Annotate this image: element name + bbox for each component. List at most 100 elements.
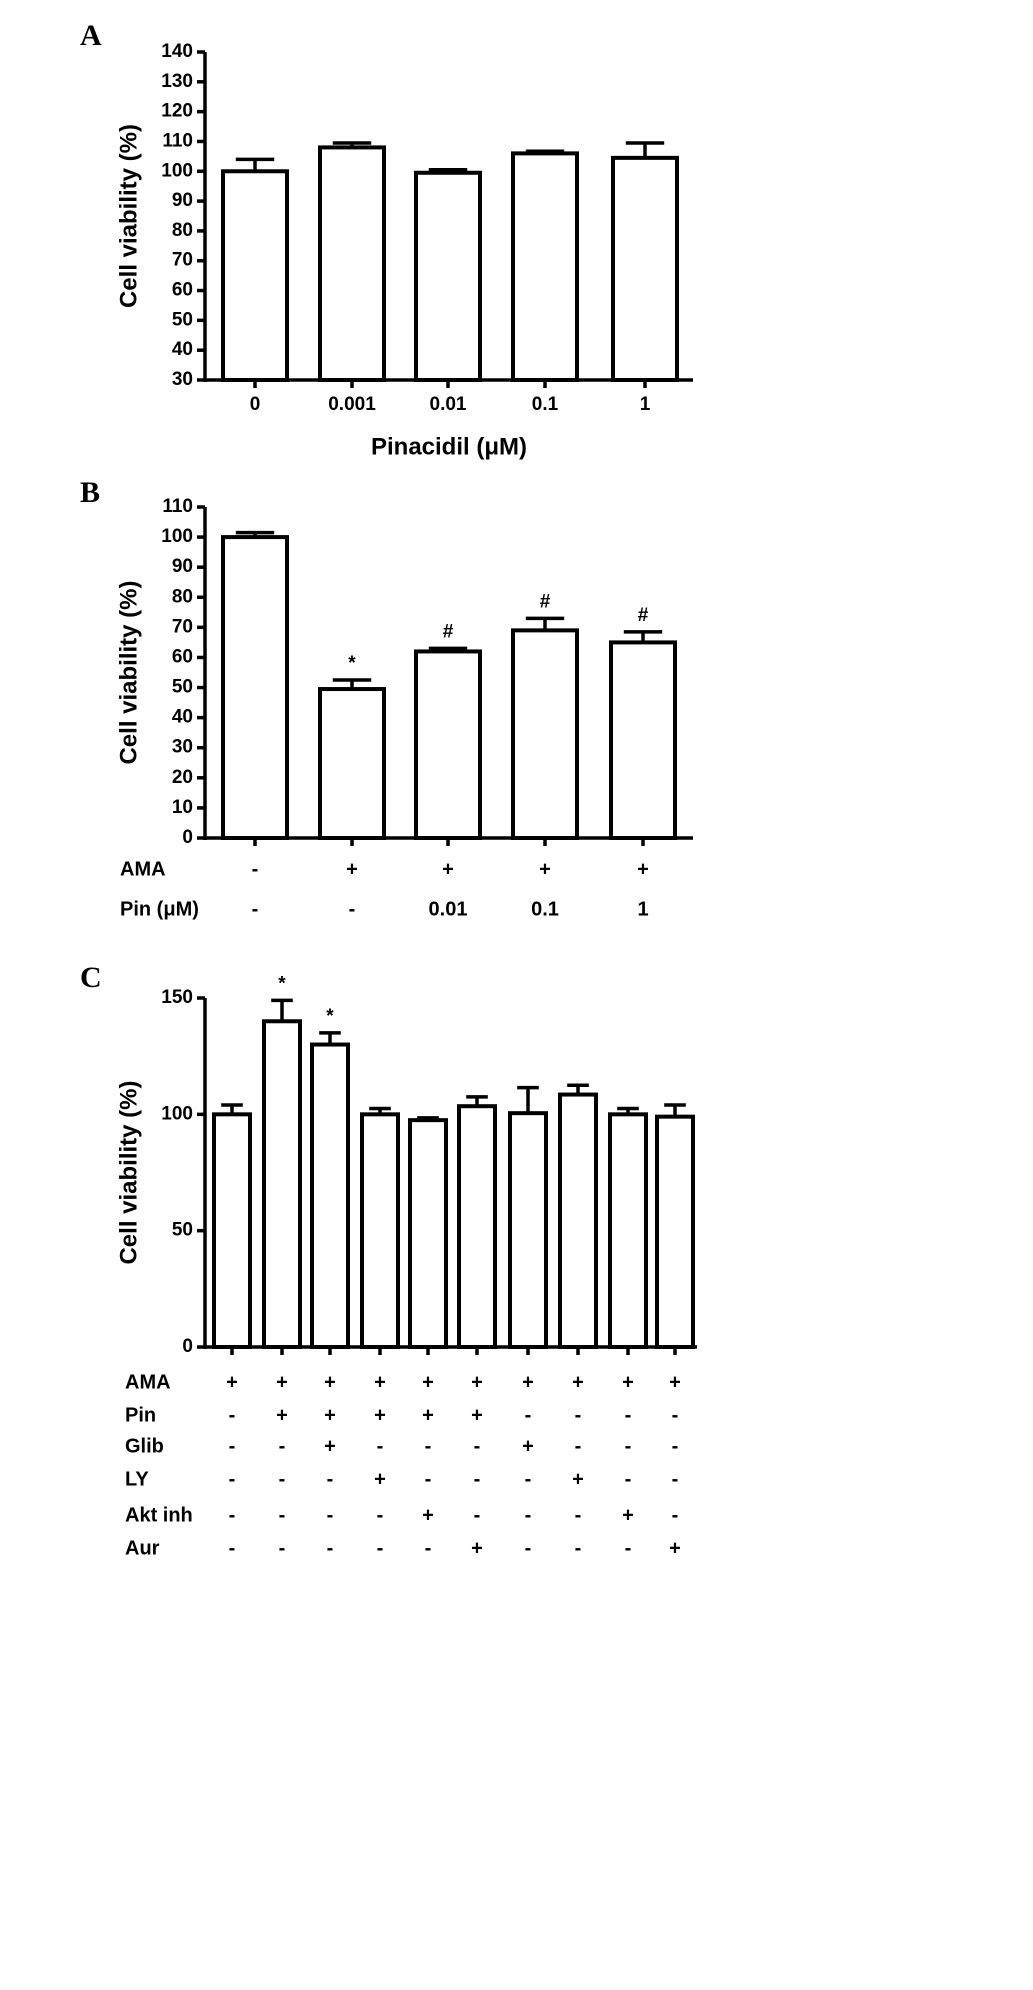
condition-value: - [229, 1468, 236, 1490]
condition-value: - [625, 1537, 632, 1559]
bar [457, 1104, 497, 1349]
condition-value: - [377, 1435, 384, 1457]
y-tick-label: 70 [172, 616, 193, 637]
condition-value: + [276, 1371, 288, 1393]
y-tick-label: 130 [161, 71, 193, 92]
condition-value: + [422, 1371, 434, 1393]
x-tick-label: 0 [250, 394, 261, 415]
y-tick-label: 110 [162, 496, 193, 517]
y-tick-label: 140 [161, 41, 193, 62]
condition-value: - [327, 1468, 334, 1490]
condition-value: - [425, 1468, 432, 1490]
condition-value: + [669, 1371, 681, 1393]
condition-value: - [252, 898, 259, 920]
condition-value: - [279, 1468, 286, 1490]
x-tick-label: 1 [640, 394, 651, 415]
condition-value: - [672, 1404, 679, 1426]
condition-value: + [471, 1537, 483, 1559]
bar [221, 169, 289, 382]
y-tick-label: 50 [172, 677, 193, 698]
annotation: * [278, 973, 286, 994]
condition-value: - [525, 1404, 532, 1426]
bar [408, 1118, 448, 1350]
y-tick-label: 50 [172, 309, 193, 330]
condition-value: - [349, 898, 356, 920]
condition-value: + [324, 1435, 336, 1457]
condition-value: + [669, 1537, 681, 1559]
y-tick-label: 70 [172, 250, 193, 271]
condition-value: 0.1 [531, 898, 559, 920]
panel-label: B [80, 476, 100, 509]
condition-value: + [374, 1468, 386, 1490]
condition-value: 1 [637, 898, 648, 920]
bar [655, 1114, 695, 1350]
y-tick-label: 50 [172, 1220, 193, 1241]
y-tick-label: 110 [162, 130, 193, 151]
condition-value: + [226, 1371, 238, 1393]
y-tick-label: 20 [172, 767, 193, 788]
y-tick-label: 10 [172, 797, 193, 818]
bar [318, 687, 386, 840]
condition-value: - [229, 1404, 236, 1426]
condition-label: AMA [125, 1371, 171, 1393]
condition-value: + [522, 1371, 534, 1393]
y-tick-label: 80 [172, 220, 193, 241]
condition-value: - [672, 1504, 679, 1526]
annotation: * [326, 1006, 334, 1027]
condition-value: - [525, 1468, 532, 1490]
condition-value: - [525, 1537, 532, 1559]
condition-value: - [229, 1435, 236, 1457]
condition-value: - [327, 1504, 334, 1526]
y-tick-label: 30 [172, 737, 193, 758]
bar [608, 1112, 648, 1350]
y-tick-label: 30 [172, 369, 193, 390]
condition-value: - [279, 1435, 286, 1457]
condition-label: Glib [125, 1435, 164, 1457]
bar [212, 1112, 252, 1350]
condition-label: Akt inh [125, 1504, 193, 1526]
condition-value: + [622, 1504, 634, 1526]
bar [310, 1042, 350, 1349]
condition-value: - [327, 1537, 334, 1559]
condition-value: + [622, 1371, 634, 1393]
y-tick-label: 120 [161, 101, 193, 122]
condition-value: - [377, 1537, 384, 1559]
condition-value: + [324, 1404, 336, 1426]
y-tick-label: 60 [172, 280, 193, 301]
y-tick-label: 100 [161, 526, 193, 547]
condition-value: + [471, 1404, 483, 1426]
bar [414, 649, 482, 840]
annotation: # [638, 605, 649, 626]
condition-value: - [625, 1468, 632, 1490]
condition-label: LY [125, 1468, 149, 1490]
y-tick-label: 40 [172, 707, 193, 728]
bar [511, 151, 579, 382]
y-tick-label: 0 [182, 1336, 193, 1357]
panel-label: A [80, 19, 102, 52]
x-tick-label: 0.01 [430, 394, 467, 415]
bar [318, 145, 386, 382]
condition-label: Aur [125, 1537, 160, 1559]
bar [262, 1019, 302, 1349]
condition-value: + [324, 1371, 336, 1393]
condition-value: - [575, 1404, 582, 1426]
condition-value: - [625, 1435, 632, 1457]
condition-value: - [474, 1504, 481, 1526]
x-tick-label: 0.001 [328, 394, 376, 415]
annotation: * [348, 653, 356, 674]
condition-value: + [276, 1404, 288, 1426]
condition-value: + [374, 1404, 386, 1426]
condition-value: + [522, 1435, 534, 1457]
condition-value: + [422, 1504, 434, 1526]
condition-value: + [374, 1371, 386, 1393]
condition-value: 0.01 [429, 898, 468, 920]
condition-value: - [575, 1435, 582, 1457]
y-axis-label: Cell viability (%) [115, 124, 142, 308]
condition-value: + [442, 858, 454, 880]
condition-value: - [229, 1504, 236, 1526]
condition-value: - [575, 1504, 582, 1526]
panel-label: C [80, 961, 102, 994]
bar [511, 628, 579, 841]
condition-value: - [279, 1537, 286, 1559]
